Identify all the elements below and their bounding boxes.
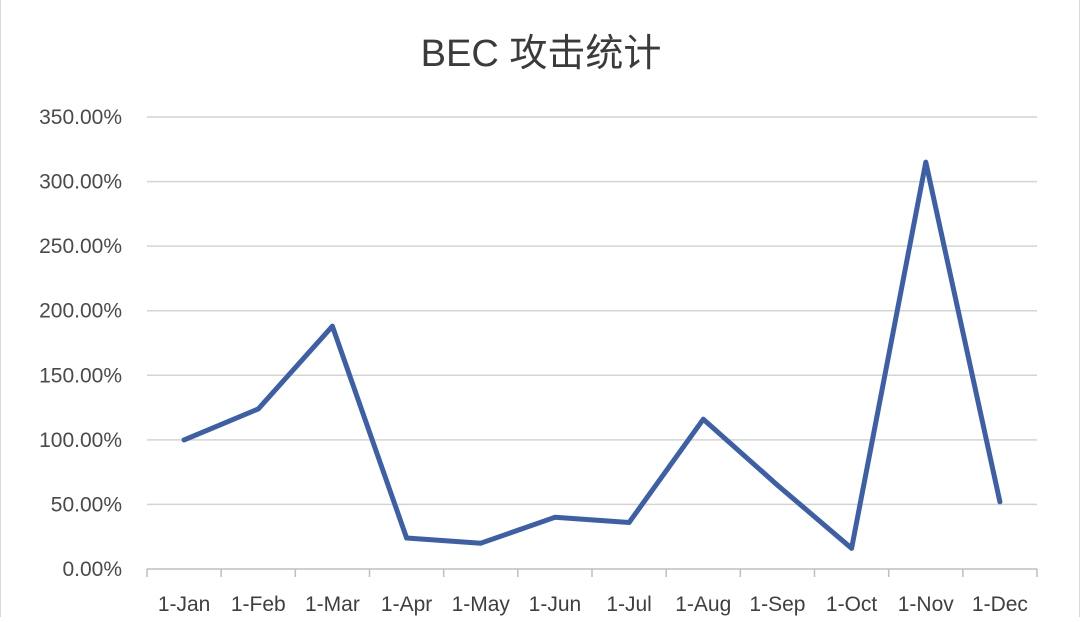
series-layer — [181, 159, 1003, 551]
data-point — [404, 535, 409, 541]
x-tick-label: 1-May — [452, 593, 511, 616]
y-tick-label: 300.00% — [39, 171, 122, 194]
gridlines — [147, 116, 1037, 506]
x-tick-label: 1-Dec — [972, 593, 1028, 616]
data-point — [552, 514, 558, 520]
y-tick-labels: 0.00% 50.00% 100.00% 150.00% 200.00% 250.00% 3… — [39, 106, 122, 581]
y-tick-label: 250.00% — [39, 235, 122, 258]
chart-title: BEC 攻击统计 — [421, 33, 662, 75]
y-tick-label: 150.00% — [39, 364, 122, 387]
series-line — [181, 159, 1003, 551]
x-tick-label: 1-Apr — [381, 593, 432, 616]
y-tick-label: 100.00% — [39, 429, 122, 452]
x-tick-label: 1-Feb — [231, 593, 286, 616]
x-tick-labels: 1-Jan 1-Feb 1-Mar 1-Apr 1-May 1-Jun 1-Jul 1-Aug… — [158, 593, 1028, 616]
x-tick-label: 1-Oct — [826, 593, 878, 616]
data-point — [181, 437, 187, 443]
y-tick-label: 350.00% — [39, 106, 122, 129]
y-tick-label: 200.00% — [39, 300, 122, 323]
data-point — [997, 499, 1003, 505]
y-tick-label: 0.00% — [62, 558, 122, 581]
x-tick-label: 1-Jan — [158, 593, 211, 616]
x-tick-label: 1-Mar — [305, 593, 360, 616]
data-point — [775, 482, 780, 488]
data-point — [626, 520, 632, 525]
x-tick-label: 1-Aug — [675, 593, 731, 616]
data-point — [330, 323, 335, 329]
x-tick-label: 1-Jun — [529, 593, 582, 616]
x-tick-label: 1-Jul — [606, 593, 652, 616]
data-point — [923, 159, 929, 165]
data-point — [478, 540, 484, 546]
x-tick-label: 1-Sep — [749, 593, 805, 616]
data-point — [849, 545, 854, 551]
y-tick-label: 50.00% — [51, 493, 122, 516]
data-point — [255, 406, 261, 412]
data-point — [700, 416, 706, 422]
x-axis — [146, 568, 1038, 577]
x-tick-label: 1-Nov — [898, 593, 955, 616]
